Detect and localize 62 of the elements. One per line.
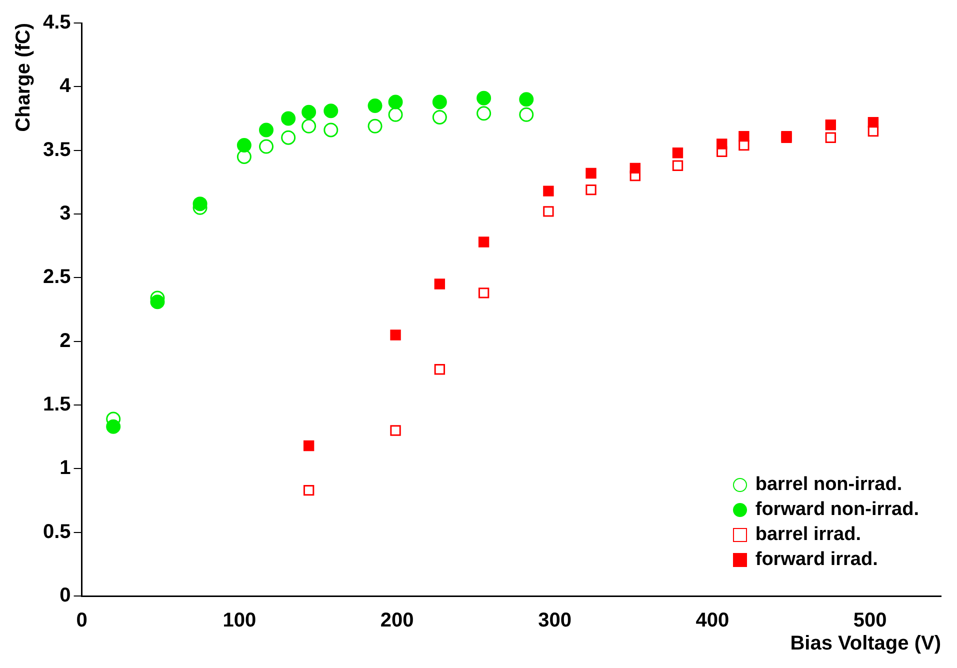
point: [825, 120, 836, 130]
point: [476, 106, 492, 121]
legend-label: forward non-irrad.: [755, 498, 919, 522]
point: [586, 184, 596, 196]
legend-label: barrel non-irrad.: [755, 473, 902, 497]
point: [519, 107, 534, 122]
y-tick-label: 1: [60, 457, 71, 480]
point: [519, 92, 534, 107]
y-tick-label: 1.5: [42, 394, 71, 416]
point: [303, 440, 314, 452]
point: [476, 90, 492, 106]
point: [738, 140, 750, 151]
point: [434, 364, 446, 375]
point: [868, 126, 879, 137]
point: [630, 170, 641, 182]
point: [390, 330, 401, 340]
y-tick-label: 4.5: [42, 12, 71, 34]
point: [825, 132, 836, 143]
y-tick-label: 2.5: [42, 266, 71, 288]
point: [716, 146, 728, 157]
point: [388, 94, 403, 110]
y-tick-label: 3: [60, 202, 71, 225]
point: [324, 122, 338, 138]
y-tick-label: 0: [60, 584, 71, 607]
point: [390, 425, 401, 436]
point: [672, 148, 684, 158]
point: [259, 122, 274, 138]
y-tick-label: 4: [60, 75, 72, 98]
point: [478, 288, 490, 298]
point: [543, 206, 554, 217]
point: [478, 236, 490, 248]
point: [388, 107, 403, 122]
x-axis-title: Bias Voltage (V): [790, 632, 941, 655]
point: [368, 98, 382, 114]
legend-label: barrel irrad.: [755, 523, 861, 547]
point: [672, 160, 684, 171]
point: [259, 139, 274, 154]
point: [302, 118, 316, 134]
point: [303, 484, 314, 496]
point: [586, 168, 596, 179]
x-tick-label: 0: [76, 610, 88, 632]
point: [281, 130, 296, 145]
point: [432, 94, 447, 110]
x-tick-label: 200: [380, 610, 414, 632]
point: [368, 118, 382, 134]
point: [324, 104, 338, 118]
point: [432, 110, 447, 124]
y-tick-label: 2: [60, 330, 71, 352]
point: [236, 149, 252, 164]
x-tick-label: 400: [696, 610, 730, 632]
point: [434, 278, 446, 290]
y-axis-title: Charge (fC): [12, 23, 35, 132]
x-tick-label: 100: [222, 610, 256, 632]
y-tick-label: 3.5: [42, 138, 71, 161]
y-tick-label: 0.5: [42, 520, 71, 543]
point: [543, 186, 554, 196]
x-tick-label: 300: [538, 610, 572, 632]
point: [281, 111, 296, 126]
legend-label: forward irrad.: [755, 548, 878, 572]
point: [302, 104, 316, 120]
point: [236, 138, 252, 152]
x-tick-label: 500: [853, 610, 887, 632]
